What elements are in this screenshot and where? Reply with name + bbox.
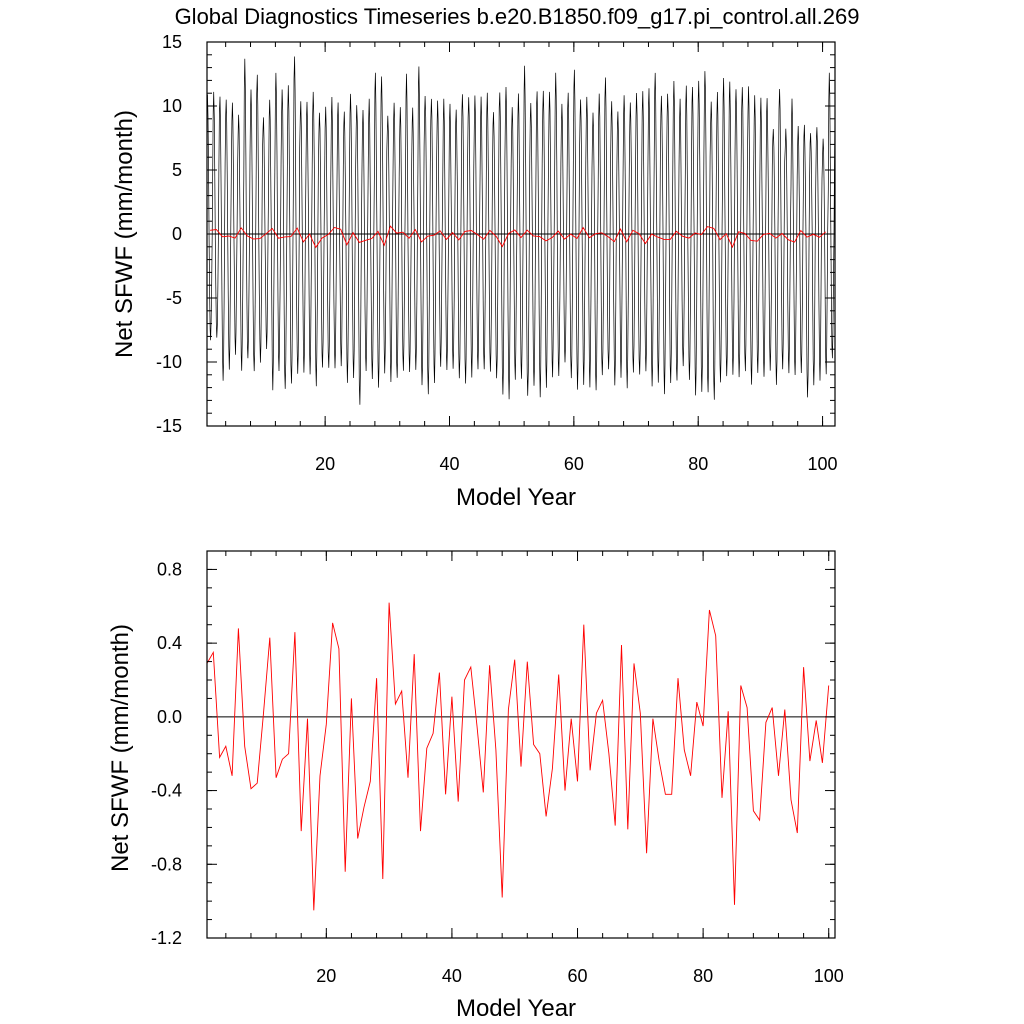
y-tick-label: 5 [172,160,182,180]
annual-mean-panel: 20 40 60 80 100 -1.2 -0.8 -0.4 0.0 0.4 0.8 Net SFW… [107,550,844,1022]
x-tick-label: 40 [439,454,459,474]
chart-title: Global Diagnostics Timeseries b.e20.B185… [175,4,860,29]
monthly-series-line [206,56,836,405]
x-tick-label: 80 [693,966,713,986]
y-tick-label: -1.2 [151,928,182,948]
plot-frame [206,550,836,939]
y-tick-label: -0.8 [151,854,182,874]
x-tick-label: 40 [442,966,462,986]
y-tick-label: 15 [162,32,182,52]
monthly-timeseries-panel: 20 40 60 80 100 -15 -10 -5 0 5 10 15 Net SFWF (mm/m… [111,32,838,511]
y-tick-label: 0.8 [157,559,182,579]
y-tick-label: -10 [156,352,182,372]
x-tick-label: 100 [808,454,838,474]
x-axis-label: Model Year [456,484,576,511]
y-tick-label: 0.0 [157,707,182,727]
y-tick-label: 0.4 [157,633,182,653]
x-tick-label: 80 [688,454,708,474]
y-tick-label: -5 [166,288,182,308]
x-tick-label: 60 [564,454,584,474]
x-tick-label: 20 [316,966,336,986]
x-tick-label: 60 [568,966,588,986]
annual-mean-series-line [210,225,826,249]
x-tick-label: 20 [315,454,335,474]
y-tick-label: -15 [156,416,182,436]
x-axis-label: Model Year [456,995,576,1022]
y-tick-label: 0 [172,224,182,244]
x-tick-label: 100 [814,966,844,986]
y-tick-label: 10 [162,96,182,116]
y-tick-label: -0.4 [151,781,182,801]
y-axis-label: Net SFWF (mm/month) [107,624,134,872]
y-axis-label: Net SFWF (mm/month) [111,110,138,358]
annual-mean-series-line [206,602,830,911]
